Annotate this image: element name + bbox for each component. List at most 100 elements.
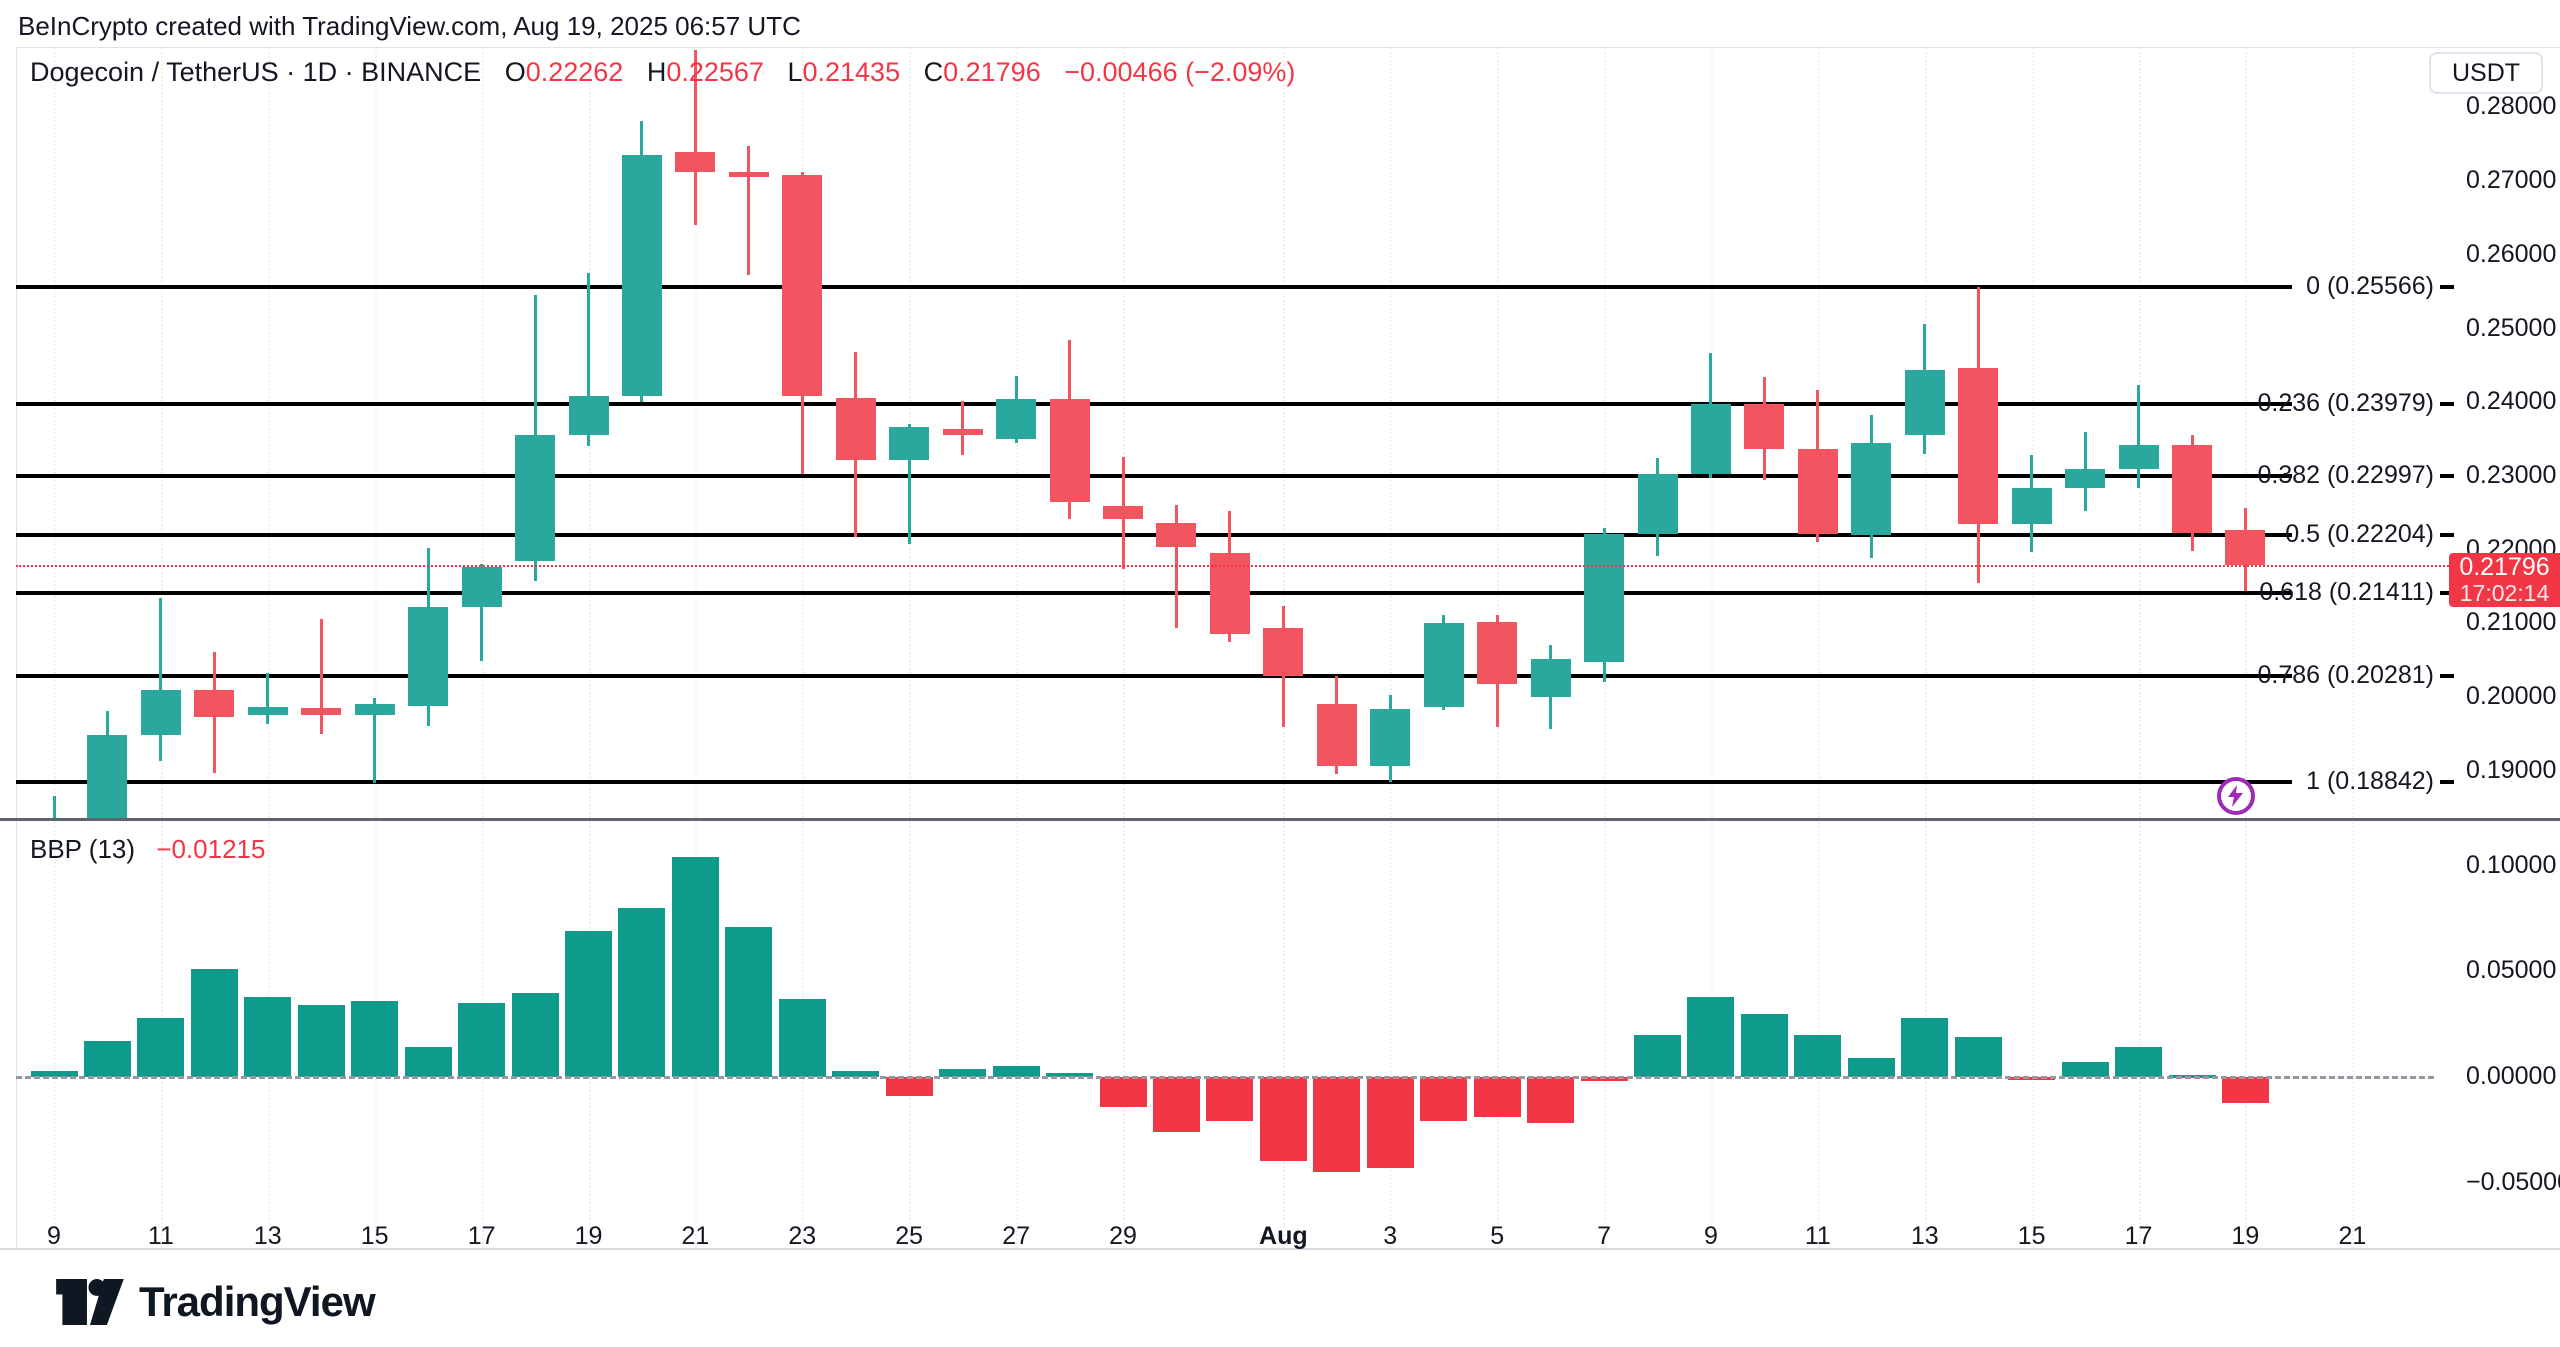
price-axis-label[interactable]: 0.21000: [2466, 608, 2557, 637]
indicator-pane[interactable]: [0, 818, 2560, 1248]
fib-level-line[interactable]: [16, 474, 2292, 479]
candle: [1049, 398, 1090, 503]
bbp-bar: [1313, 1077, 1361, 1172]
grid-line: [2352, 47, 2355, 818]
candle: [194, 690, 235, 717]
grid-line: [695, 47, 698, 818]
fib-level-tick: [2440, 474, 2454, 479]
time-axis-label[interactable]: 21: [681, 1222, 710, 1250]
fib-level-line[interactable]: [16, 591, 2292, 595]
candle: [2118, 444, 2159, 469]
bbp-bar: [1527, 1077, 1575, 1124]
candle: [1958, 368, 1999, 524]
time-axis-label[interactable]: 3: [1383, 1222, 1398, 1250]
time-axis-label[interactable]: 13: [253, 1222, 282, 1250]
bbp-bar: [1794, 1034, 1842, 1077]
price-axis-label[interactable]: 0.27000: [2466, 166, 2557, 195]
time-axis-label[interactable]: 17: [2124, 1222, 2153, 1250]
candle-wick: [693, 49, 697, 225]
bbp-bar: [1901, 1017, 1949, 1077]
candle: [301, 708, 342, 715]
candle: [140, 690, 181, 735]
price-axis-label[interactable]: 0.24000: [2466, 387, 2557, 416]
grid-line: [1123, 47, 1126, 818]
fib-level-line[interactable]: [16, 674, 2292, 679]
candle: [1370, 708, 1411, 766]
bbp-bar: [1580, 1077, 1628, 1082]
candle-wick: [159, 598, 163, 762]
fib-level-line[interactable]: [16, 780, 2292, 785]
indicator-axis-label[interactable]: 0.10000: [2466, 850, 2557, 879]
candle: [1797, 449, 1838, 535]
fib-level-line[interactable]: [16, 532, 2292, 537]
symbol-title[interactable]: Dogecoin / TetherUS · 1D · BINANCE: [30, 57, 482, 87]
flash-alert-icon[interactable]: [2217, 777, 2255, 815]
open-value: 0.22262: [525, 57, 624, 87]
time-axis-label[interactable]: 11: [147, 1222, 174, 1250]
low-label: L: [787, 57, 803, 87]
chart-frame: [16, 47, 2560, 1248]
bbp-bar: [244, 996, 292, 1077]
grid-line: [909, 818, 912, 1248]
price-pane[interactable]: [0, 47, 2560, 818]
bbp-bar: [1206, 1077, 1254, 1122]
fib-level-label: 0.618 (0.21411): [2259, 578, 2434, 606]
currency-badge[interactable]: USDT: [2429, 52, 2543, 94]
time-axis-label[interactable]: 15: [2017, 1222, 2046, 1250]
bbp-bar: [1152, 1077, 1200, 1132]
open-label: O: [504, 57, 526, 87]
candle: [889, 427, 930, 461]
candle: [2172, 444, 2212, 534]
candle: [1103, 506, 1143, 519]
price-axis-label[interactable]: 0.26000: [2466, 239, 2557, 268]
candle: [408, 607, 449, 706]
zero-line: [16, 1076, 2434, 1079]
tradingview-logo[interactable]: TradingView: [55, 1278, 376, 1326]
price-axis-label[interactable]: 0.25000: [2466, 313, 2557, 342]
indicator-axis-label[interactable]: 0.05000: [2466, 956, 2557, 985]
time-axis-label[interactable]: 9: [47, 1222, 61, 1250]
price-axis-label[interactable]: 0.19000: [2466, 755, 2557, 784]
time-axis-label[interactable]: 19: [2231, 1222, 2260, 1250]
grid-line: [2352, 818, 2355, 1248]
candle: [2225, 530, 2266, 565]
grid-line: [1497, 818, 1500, 1248]
time-axis-label[interactable]: 19: [574, 1222, 603, 1250]
price-axis-label[interactable]: 0.28000: [2466, 92, 2557, 121]
time-axis-label[interactable]: 15: [360, 1222, 389, 1250]
fib-level-line[interactable]: [16, 284, 2292, 289]
time-axis-label[interactable]: Aug: [1259, 1222, 1308, 1250]
time-axis-label[interactable]: 27: [1002, 1222, 1030, 1250]
grid-line: [2138, 818, 2142, 1248]
bbp-bar: [351, 1001, 399, 1077]
low-value: 0.21435: [802, 57, 901, 87]
price-axis-label[interactable]: 0.20000: [2466, 681, 2557, 710]
time-axis-label[interactable]: 5: [1490, 1222, 1505, 1250]
tradingview-wordmark: TradingView: [139, 1278, 376, 1325]
last-price-badge: 0.21796 17:02:14: [2449, 552, 2560, 607]
time-axis-label[interactable]: 13: [1910, 1222, 1939, 1250]
time-axis-label[interactable]: 17: [467, 1222, 496, 1250]
fib-level-line[interactable]: [16, 401, 2292, 406]
indicator-axis-label[interactable]: −0.05000: [2466, 1167, 2560, 1196]
candle-wick: [52, 795, 56, 818]
bbp-bar: [992, 1066, 1040, 1077]
price-axis-label[interactable]: 0.23000: [2466, 460, 2557, 489]
grid-line: [54, 47, 57, 818]
bbp-bar: [1259, 1077, 1307, 1162]
time-axis-label[interactable]: 9: [1703, 1222, 1718, 1250]
pane-separator[interactable]: [0, 818, 2560, 821]
time-axis-label[interactable]: 7: [1597, 1222, 1611, 1250]
time-axis-label[interactable]: 25: [895, 1222, 924, 1250]
indicator-axis-label[interactable]: 0.00000: [2466, 1062, 2557, 1090]
time-axis-label[interactable]: 11: [1804, 1222, 1831, 1250]
time-axis-label[interactable]: 21: [2338, 1222, 2367, 1250]
bbp-bar: [939, 1068, 987, 1077]
time-axis-label[interactable]: 23: [788, 1222, 817, 1250]
fib-level-label: 0 (0.25566): [2306, 271, 2434, 300]
grid-line: [1390, 818, 1393, 1248]
time-axis-label[interactable]: 29: [1109, 1222, 1137, 1250]
candle: [1744, 403, 1785, 450]
candle: [1156, 523, 1197, 548]
bbp-bar: [618, 908, 666, 1077]
